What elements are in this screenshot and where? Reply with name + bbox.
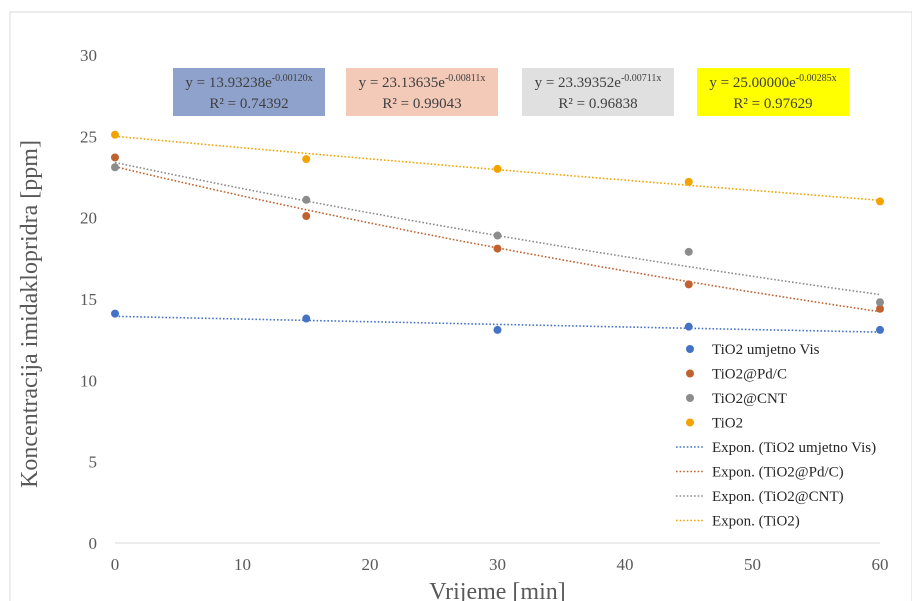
x-tick-label: 0 [111,555,120,574]
data-point [111,163,119,172]
data-point [684,247,693,256]
data-point [493,244,502,253]
axes: 0 10 20 30 40 50 60 0 5 10 15 20 25 30 Vrijeme [min] Ko… [17,46,889,601]
data-point [684,177,693,186]
trendline-r2: R² = 0.99043 [382,96,461,112]
legend: TiO2 umjetno Vis TiO2@Pd/C TiO2@CNT TiO2 Exp… [676,342,876,530]
equation-box [173,68,325,116]
y-tick-label: 0 [89,534,98,553]
data-point [876,304,884,313]
trendline-equation: y = 23.13635e-0.00811x [359,73,486,91]
legend-label: TiO2 umjetno Vis [712,342,820,358]
trendline-r2: R² = 0.96838 [558,96,637,112]
y-tick-label: 30 [80,46,97,65]
trendline-equation: y = 13.93238e-0.00120x [185,73,312,91]
data-point [302,155,311,164]
y-tick-label: 10 [80,371,97,390]
data-point [493,231,502,240]
x-tick-label: 60 [872,555,889,574]
x-tick-label: 10 [234,555,251,574]
x-tick-label: 40 [617,555,634,574]
data-point [302,314,311,323]
legend-marker [686,345,694,353]
legend-label: TiO2 [712,416,743,432]
trendline [114,315,881,333]
equation-box [346,68,498,116]
data-point [876,197,884,206]
data-point [493,164,502,173]
legend-label: Expon. (TiO2 umjetno Vis) [712,440,876,456]
trendline-equation: y = 23.39352e-0.00711x [535,73,662,91]
data-point [302,212,311,221]
legend-marker [686,394,694,402]
legend-marker [686,418,694,427]
data-point [493,325,502,334]
y-axis-title: Koncentracija imidaklopridra [ppm] [17,140,43,488]
x-tick-label: 20 [362,555,379,574]
equation-box [697,68,849,116]
legend-label: TiO2@Pd/C [712,367,787,383]
trendline-equation: y = 25.00000e-0.00285x [709,73,836,91]
legend-label: Expon. (TiO2) [712,514,800,530]
data-points [111,130,884,334]
y-tick-label: 15 [80,290,97,309]
y-tick-label: 25 [80,127,97,146]
data-point [876,325,884,334]
legend-marker [686,369,694,378]
trendline [114,165,881,313]
data-point [876,298,884,307]
data-point [302,195,311,204]
data-point [111,130,119,139]
legend-label: TiO2@CNT [712,391,787,407]
y-tick-label: 20 [80,209,97,228]
y-tick-label: 5 [89,453,98,472]
legend-label: Expon. (TiO2@Pd/C) [712,465,844,481]
trendline-r2: R² = 0.97629 [733,96,812,112]
x-tick-label: 30 [489,555,506,574]
x-tick-label: 50 [744,555,761,574]
data-point [111,309,119,318]
trendline-equations: y = 13.93238e-0.00120x R² = 0.74392 y = 23… [173,68,849,116]
data-point [111,153,119,162]
trendline-r2: R² = 0.74392 [209,96,288,112]
data-point [684,280,693,289]
x-axis-title: Vrijeme [min] [429,579,566,601]
legend-label: Expon. (TiO2@CNT) [712,489,844,505]
data-point [684,322,693,331]
equation-box [522,68,674,116]
